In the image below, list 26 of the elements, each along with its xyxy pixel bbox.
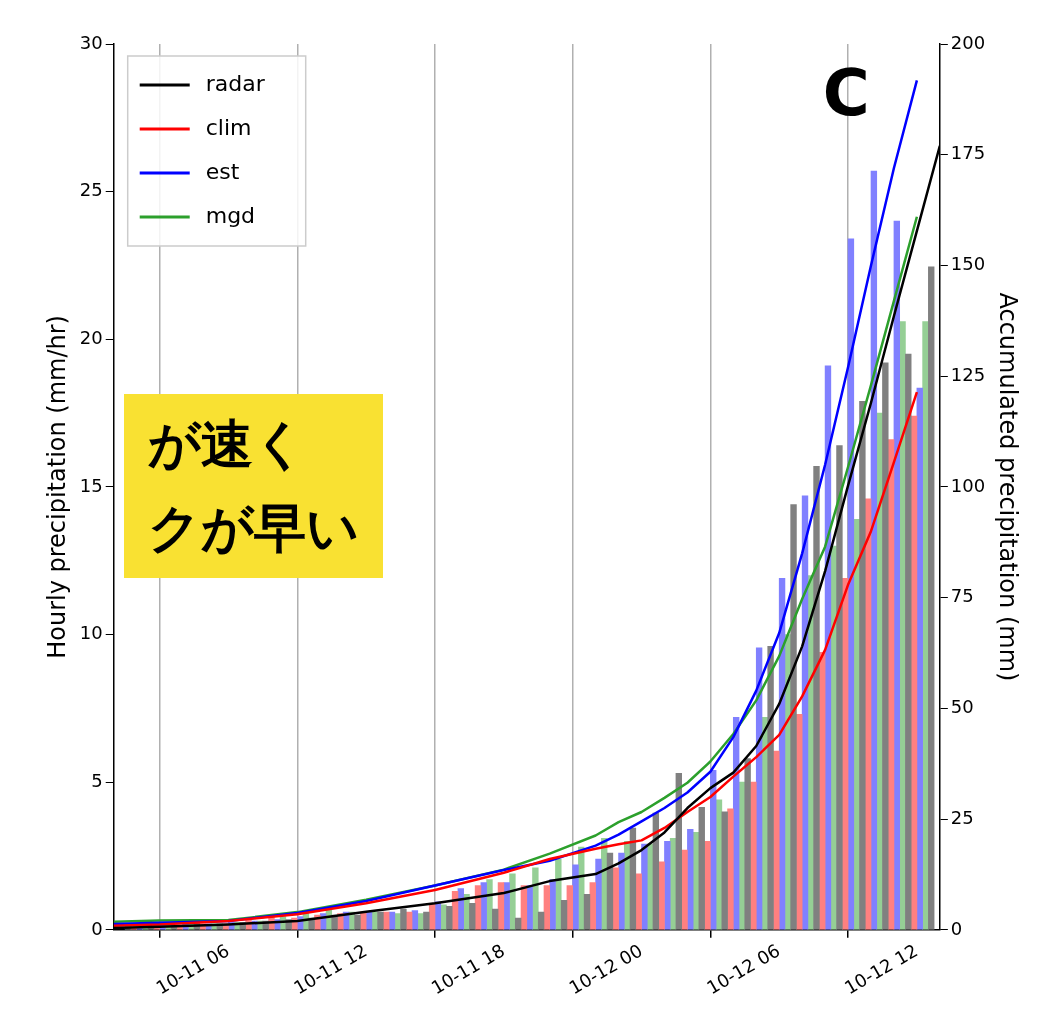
y-tick-label: 25 xyxy=(79,179,103,201)
y-tick-label: 0 xyxy=(91,917,103,939)
legend-label: clim xyxy=(205,114,252,140)
y-tick-label: 30 xyxy=(79,31,103,53)
y-tick-label: 20 xyxy=(79,326,103,348)
y-tick-label: 15 xyxy=(79,474,103,496)
label-box: が速く クが早い xyxy=(123,394,383,578)
legend-label: mgd xyxy=(205,202,256,228)
y2-tick-label: 200 xyxy=(950,31,986,53)
annotation: クが早い xyxy=(147,497,359,560)
y2-tick-label: 0 xyxy=(950,917,963,939)
y2-tick-label: 100 xyxy=(950,474,986,496)
y-tick-label: 5 xyxy=(91,769,103,791)
y2-axis-title: Accumulated precipitation (mm) xyxy=(994,292,1023,682)
annotation: が速く xyxy=(147,413,307,476)
y2-tick-label: 75 xyxy=(950,585,974,607)
y2-tick-label: 150 xyxy=(950,253,986,275)
y2-tick-label: 25 xyxy=(950,806,974,828)
annotation: C xyxy=(822,55,870,130)
y-axis-title: Hourly precipitation (mm/hr) xyxy=(42,315,71,659)
y2-tick-label: 175 xyxy=(950,142,986,164)
y2-tick-label: 125 xyxy=(950,363,986,385)
legend-label: radar xyxy=(205,70,266,96)
legend-label: est xyxy=(205,158,240,184)
y2-tick-label: 50 xyxy=(950,696,974,718)
y-tick-label: 10 xyxy=(79,622,103,644)
